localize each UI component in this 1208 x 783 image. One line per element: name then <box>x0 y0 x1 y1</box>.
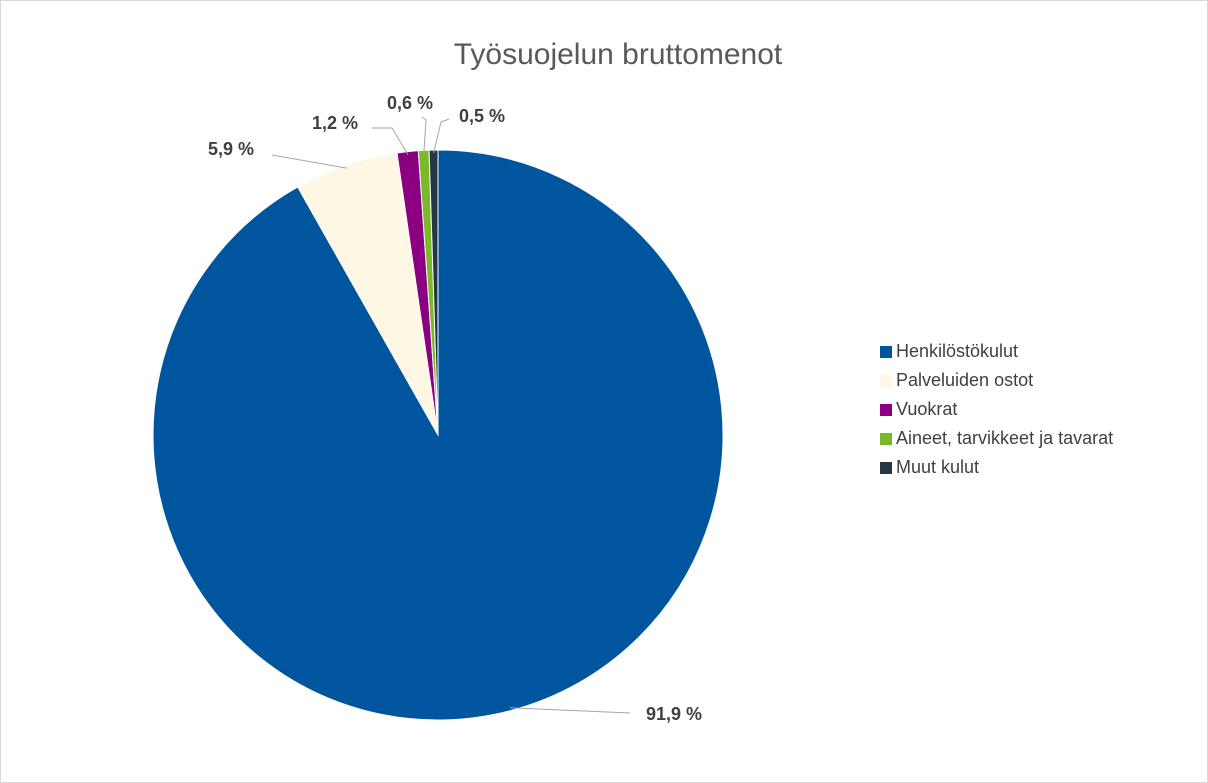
chart-title: Työsuojelun bruttomenot <box>454 38 783 71</box>
leader-line <box>509 707 631 714</box>
legend-swatch <box>880 433 892 445</box>
data-label: 5,9 % <box>208 139 254 159</box>
legend-label: Henkilöstökulut <box>896 341 1018 361</box>
data-label: 1,2 % <box>312 113 358 133</box>
legend-label: Vuokrat <box>896 399 957 419</box>
legend-label: Aineet, tarvikkeet ja tavarat <box>896 428 1113 448</box>
legend-swatch <box>880 462 892 474</box>
legend-swatch <box>880 404 892 416</box>
pie-slice <box>428 149 439 436</box>
data-label: 0,6 % <box>387 93 433 113</box>
legend-label: Muut kulut <box>896 457 979 477</box>
leader-line <box>271 154 347 169</box>
data-label: 0,5 % <box>459 106 505 126</box>
data-label: 91,9 % <box>646 704 702 724</box>
legend-swatch <box>879 374 893 388</box>
leader-line <box>421 116 427 154</box>
legend-label: Palveluiden ostot <box>896 370 1033 390</box>
leader-line <box>372 127 409 155</box>
leader-line <box>433 118 450 154</box>
legend-swatch <box>880 346 892 358</box>
